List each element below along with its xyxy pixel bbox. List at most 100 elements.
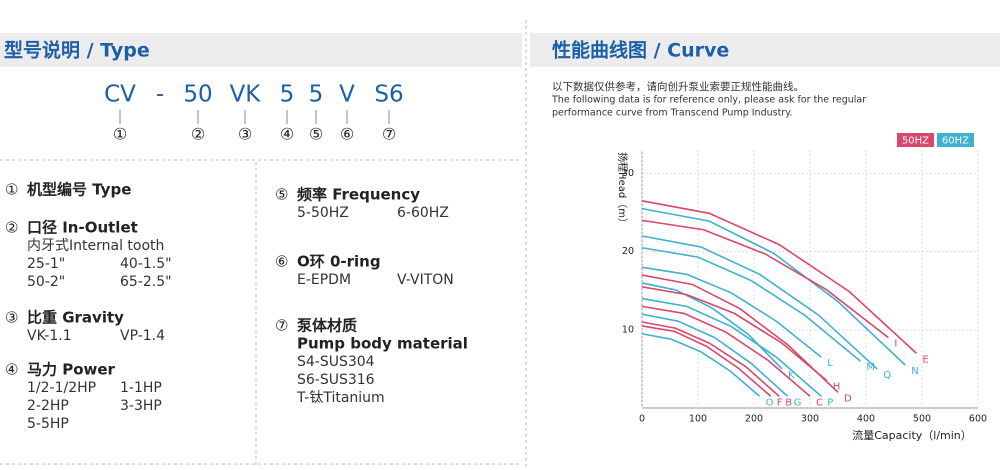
- curve: [641, 305, 811, 397]
- left-header-bar: [0, 33, 522, 67]
- item-title: 泵体材质: [297, 317, 357, 335]
- item-title: 比重 Gravity: [27, 309, 124, 327]
- code-part: S6: [374, 82, 403, 108]
- right-header-bar: [530, 33, 1000, 67]
- curve-label: I: [894, 339, 897, 350]
- x-tick-label: 0: [639, 414, 645, 425]
- item-value: 6-60HZ: [397, 205, 449, 221]
- code-number: ⑥: [340, 125, 354, 144]
- left-title: 型号说明 / Type: [4, 39, 150, 62]
- curve: [641, 325, 772, 397]
- curve-label: C: [816, 397, 823, 408]
- x-tick-label: 600: [969, 414, 987, 425]
- code-number: ①: [113, 125, 127, 144]
- curve: [641, 207, 906, 366]
- item-value: 2-2HP: [27, 398, 69, 414]
- code-part: VK: [230, 82, 262, 108]
- item-value: 3-3HP: [120, 398, 162, 414]
- item-number: ④: [5, 361, 18, 379]
- legend-label: 60HZ: [942, 136, 969, 147]
- code-number: ⑦: [382, 125, 396, 144]
- curve-label: B: [785, 397, 792, 408]
- note: 以下数据仅供参考，请向创升泵业索要正规性能曲线。: [552, 80, 804, 93]
- curve: [641, 297, 822, 397]
- item-value: 5-50HZ: [297, 205, 349, 221]
- curve: [641, 219, 889, 339]
- x-tick-label: 200: [745, 414, 763, 425]
- item-value: T-钛Titanium: [296, 390, 385, 406]
- item-number: ⑥: [275, 253, 288, 271]
- code-part: 50: [183, 82, 212, 108]
- note: The following data is for reference only…: [551, 95, 866, 106]
- curve-label: G: [794, 397, 802, 408]
- item-value: 65-2.5": [120, 274, 172, 290]
- curve-label: D: [844, 393, 852, 404]
- item-value: S4-SUS304: [297, 354, 375, 370]
- x-tick-label: 100: [689, 414, 707, 425]
- code-part: CV: [104, 82, 136, 108]
- curve: [641, 286, 828, 382]
- item-title: Pump body material: [297, 335, 468, 353]
- curve-label: N: [911, 366, 918, 377]
- x-tick-label: 300: [801, 414, 819, 425]
- item-value: VP-1.4: [120, 328, 165, 344]
- item-value: 内牙式Internal tooth: [27, 238, 164, 254]
- code-number: ②: [191, 125, 205, 144]
- x-axis-label: 流量Capacity（l/min）: [852, 428, 972, 442]
- curve: [641, 321, 780, 397]
- code-part: 5: [309, 82, 324, 108]
- curve-label: M: [866, 362, 875, 373]
- y-tick-label: 30: [622, 168, 634, 179]
- note: performance curve from Transcend Pump In…: [552, 108, 793, 119]
- curve-label: Q: [883, 370, 891, 381]
- item-title: 口径 In-Outlet: [27, 219, 138, 237]
- legend-label: 50HZ: [902, 136, 929, 147]
- item-number: ③: [5, 309, 18, 327]
- curve-label: F: [777, 397, 783, 408]
- code-part: V: [339, 82, 355, 108]
- curve-label: E: [922, 354, 928, 365]
- item-number: ①: [5, 181, 18, 199]
- curve-label: H: [833, 382, 841, 393]
- item-value: 1/2-1/2HP: [27, 380, 96, 396]
- item-title: 机型编号 Type: [27, 181, 131, 199]
- curve: [641, 332, 761, 397]
- item-title: O环 0-ring: [297, 253, 381, 271]
- item-value: 1-1HP: [120, 380, 162, 396]
- curve: [641, 313, 789, 397]
- item-value: 5-5HP: [27, 416, 69, 432]
- item-number: ⑦: [275, 317, 288, 335]
- item-value: VK-1.1: [27, 328, 72, 344]
- curve: [641, 274, 839, 393]
- curve: [641, 200, 917, 354]
- code-number: ④: [280, 125, 294, 144]
- curve: [641, 246, 861, 362]
- code-number: ③: [238, 125, 252, 144]
- y-tick-label: 10: [622, 324, 634, 335]
- legend-swatch: [897, 133, 934, 147]
- right-title: 性能曲线图 / Curve: [552, 39, 729, 62]
- item-value: E-EPDM: [297, 272, 351, 288]
- code-part: 5: [280, 82, 295, 108]
- item-value: S6-SUS316: [297, 372, 375, 388]
- item-value: 50-2": [27, 274, 65, 290]
- curve: [641, 235, 878, 370]
- code-number: ⑤: [309, 125, 323, 144]
- curve: [641, 266, 822, 358]
- y-axis-label: 扬程Head（m）: [616, 152, 629, 228]
- curve-label: K: [788, 370, 795, 381]
- item-number: ⑤: [275, 186, 288, 204]
- item-value: V-VITON: [397, 272, 454, 288]
- item-number: ②: [5, 219, 18, 237]
- legend-swatch: [937, 133, 974, 147]
- y-tick-label: 20: [622, 246, 634, 257]
- curve-label: O: [766, 397, 774, 408]
- item-value: 25-1": [27, 256, 65, 272]
- item-title: 频率 Frequency: [297, 186, 420, 204]
- code-part: -: [156, 82, 164, 108]
- curve-label: P: [827, 397, 833, 408]
- curve-label: L: [827, 358, 833, 369]
- x-tick-label: 400: [857, 414, 875, 425]
- item-value: 40-1.5": [120, 256, 172, 272]
